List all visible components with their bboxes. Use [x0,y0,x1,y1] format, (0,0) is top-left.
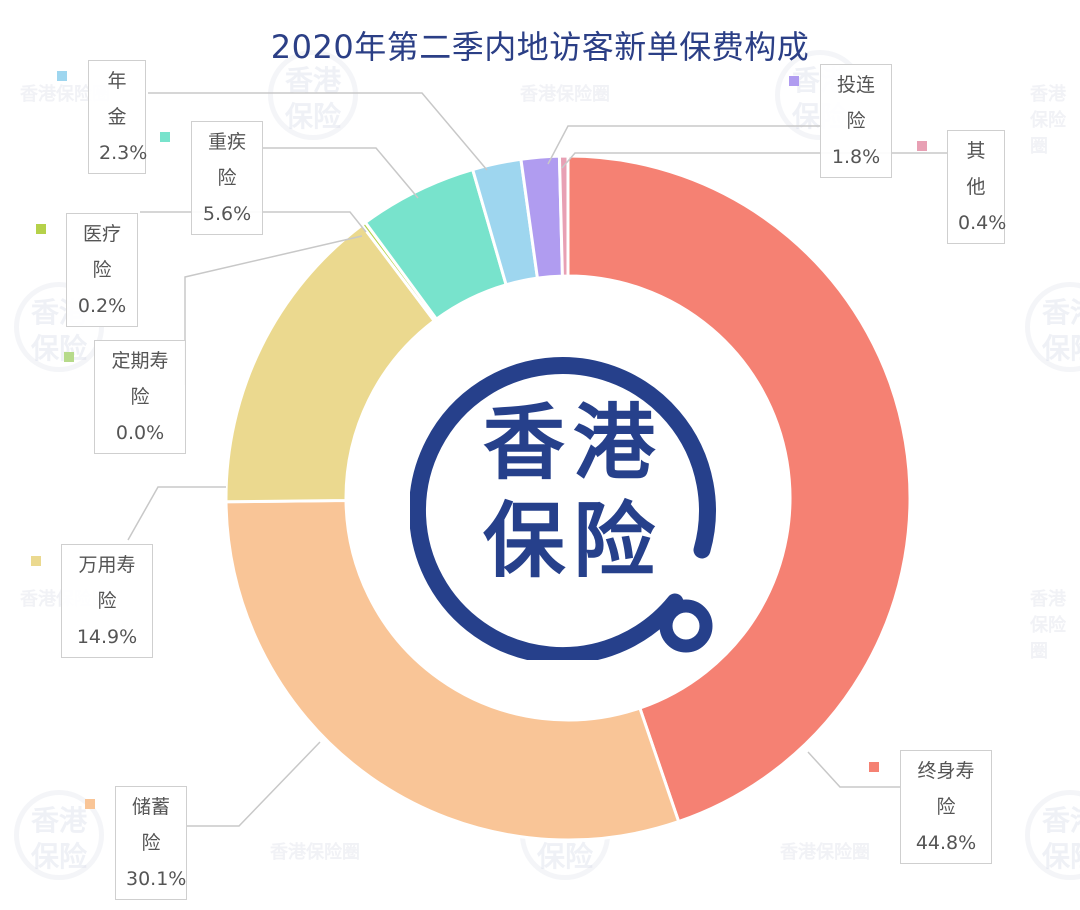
legend-swatch-investment-linked [789,76,799,86]
label-other-value: 0.4% [958,212,1007,234]
label-annuity-value: 2.3% [99,142,148,164]
label-other: 其他 0.4% [947,130,1007,244]
leader-line-critical [262,147,419,199]
logo-text-line1: 香港 [482,396,663,491]
watermark-text: 香港保险圈 [520,84,610,105]
label-medical: 医疗险 0.2% [66,213,138,327]
legend-swatch-whole-life [869,762,879,772]
label-investment-linked-name: 投连险 [836,74,875,132]
leader-line-universal [127,486,226,541]
label-other-name: 其他 [966,140,986,198]
watermark-logo: 香港保险 [268,50,358,140]
label-savings-name: 储蓄险 [131,796,170,854]
legend-swatch-annuity [57,71,67,81]
leader-line-savings [186,741,321,827]
leader-line-ilas [547,125,822,165]
label-annuity: 年金 2.3% [88,60,148,174]
label-critical-illness-name: 重疾险 [207,131,246,189]
label-whole-life-name: 终身寿险 [917,760,975,818]
label-investment-linked: 投连险 1.8% [820,64,892,178]
leader-line-annuity [148,92,488,171]
chart-title: 2020年第二季内地访客新单保费构成 [270,28,810,66]
label-annuity-name: 年金 [107,70,127,128]
donut-slice [557,154,570,278]
label-term-life-value: 0.0% [115,422,165,444]
label-investment-linked-value: 1.8% [831,146,881,168]
label-medical-name: 医疗险 [82,223,121,281]
label-critical-illness: 重疾险 5.6% [191,121,263,235]
label-whole-life: 终身寿险 44.8% [900,750,992,864]
watermark-logo: 香港保险 [14,790,104,880]
legend-swatch-universal-life [31,556,41,566]
watermark-text: 香港保险圈 [270,842,360,863]
legend-swatch-savings [85,799,95,809]
label-universal-life: 万用寿险 14.9% [61,544,153,658]
leader-line-wholelife [807,751,900,788]
legend-swatch-other [917,141,927,151]
label-medical-value: 0.2% [77,295,127,317]
donut-slice [224,498,681,842]
watermark-logo: 香港保险 [1025,282,1080,372]
label-term-life: 定期寿险 0.0% [94,340,186,454]
donut-slices [224,154,912,842]
legend-swatch-term-life [64,352,74,362]
watermark-text: 香港保险圈 [20,84,110,105]
donut-slice [566,154,912,824]
watermark-text: 香港保险圈 [1030,589,1066,662]
watermark-text: 香港保险圈 [780,842,870,863]
watermark-logo: 香港保险 [1025,790,1080,880]
label-critical-illness-value: 5.6% [202,203,252,225]
hk-insurance-logo [410,357,716,660]
label-term-life-name: 定期寿险 [111,350,169,408]
label-savings: 储蓄险 30.1% [115,786,187,900]
label-universal-life-value: 14.9% [76,626,138,648]
legend-swatch-medical [36,224,46,234]
label-savings-value: 30.1% [126,868,187,890]
legend-swatch-critical-illness [160,132,170,142]
logo-text-line2: 保险 [482,494,663,589]
label-universal-life-name: 万用寿险 [78,554,136,612]
watermark-text: 香港保险圈 [1030,84,1066,157]
label-whole-life-value: 44.8% [915,832,977,854]
